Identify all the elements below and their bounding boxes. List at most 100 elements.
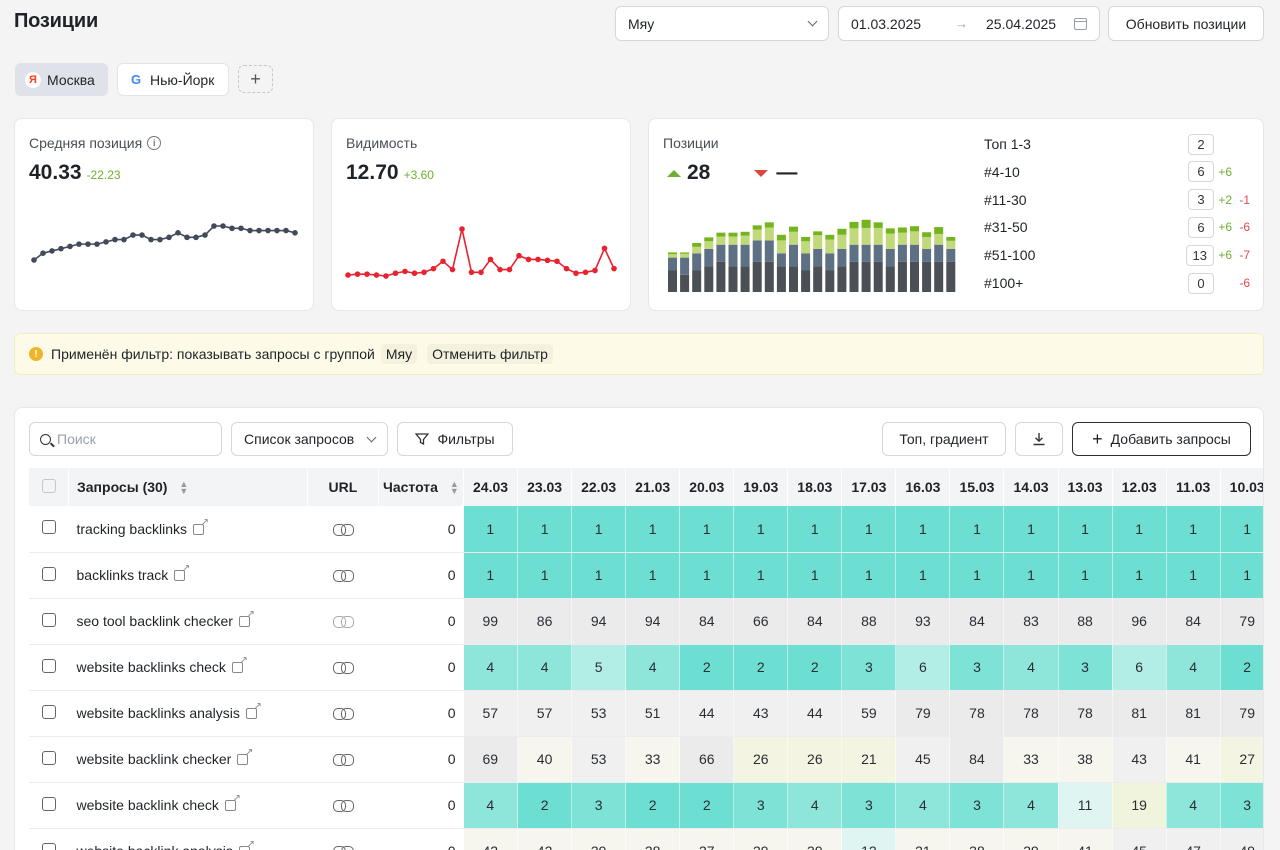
top-gradient-button[interactable]: Топ, градиент: [882, 422, 1006, 456]
info-icon[interactable]: i: [147, 136, 162, 150]
url-cell: [307, 598, 379, 645]
position-cell: 2: [787, 644, 843, 691]
row-checkbox[interactable]: [41, 658, 56, 673]
arrow-down-icon: [754, 169, 769, 177]
query-list-select[interactable]: Список запросов: [231, 422, 388, 456]
link-icon[interactable]: [332, 800, 354, 812]
position-range-count: 0: [1188, 272, 1214, 294]
position-range-count: 13: [1185, 244, 1214, 266]
query-text[interactable]: website backlinks check: [76, 659, 226, 675]
query-text[interactable]: website backlink analysis: [77, 843, 233, 850]
positions-bar-segment: [813, 235, 823, 249]
filter-group-tag: Мяу: [380, 344, 418, 364]
date-column-header[interactable]: 11.03: [1166, 468, 1221, 506]
link-icon[interactable]: [332, 523, 354, 536]
query-column-header[interactable]: Запросы (30) ▲ ▼: [68, 468, 309, 506]
date-column-header[interactable]: 17.03: [841, 468, 897, 506]
query-text[interactable]: website backlink checker: [76, 751, 232, 767]
visibility-point: [535, 256, 541, 263]
position-cell: 4: [625, 644, 681, 691]
region-tab-new-york[interactable]: G Нью-Йорк: [117, 63, 229, 96]
date-column-header[interactable]: 16.03: [895, 468, 951, 506]
row-checkbox[interactable]: [41, 796, 56, 811]
download-button[interactable]: [1015, 422, 1063, 456]
date-column-header[interactable]: 12.03: [1112, 468, 1167, 506]
cancel-filter-link[interactable]: Отменить фильтр: [427, 344, 553, 364]
region-tab-moscow[interactable]: Я Москва: [15, 63, 108, 96]
date-column-header[interactable]: 10.03: [1220, 468, 1263, 506]
external-link-icon[interactable]: [193, 517, 209, 535]
query-text[interactable]: website backlink check: [76, 797, 219, 813]
external-link-icon[interactable]: [224, 793, 241, 811]
frequency-column-label: Частота: [383, 478, 438, 495]
visibility-label: Видимость: [346, 135, 418, 151]
positions-bar-segment: [873, 227, 883, 245]
external-link-icon[interactable]: [245, 701, 262, 719]
link-icon[interactable]: [332, 708, 354, 720]
position-cell: 3: [1220, 782, 1263, 829]
positions-bar-segment: [752, 240, 762, 262]
position-cell: 37: [679, 828, 735, 850]
date-column-header[interactable]: 19.03: [733, 468, 789, 506]
row-checkbox[interactable]: [41, 842, 56, 850]
visibility-point: [364, 271, 370, 277]
date-column-header[interactable]: 14.03: [1003, 468, 1059, 506]
url-cell: [307, 690, 379, 737]
external-link-icon[interactable]: [231, 655, 248, 673]
date-column-header[interactable]: 24.03: [463, 468, 519, 506]
select-all-checkbox[interactable]: [41, 478, 56, 493]
frequency-cell: 0: [378, 552, 464, 599]
row-checkbox[interactable]: [41, 750, 56, 765]
positions-bar-segment: [776, 240, 786, 254]
positions-bar-segment: [849, 244, 859, 262]
link-icon[interactable]: [332, 846, 354, 850]
query-text[interactable]: tracking backlinks: [76, 520, 188, 537]
positions-bar-segment: [897, 232, 907, 245]
link-icon[interactable]: [332, 662, 354, 674]
row-checkbox[interactable]: [41, 520, 56, 535]
query-cell: website backlink check: [68, 782, 308, 829]
query-text[interactable]: website backlinks analysis: [76, 705, 240, 721]
date-column-header[interactable]: 21.03: [625, 468, 681, 506]
search-input[interactable]: Поиск: [29, 422, 222, 456]
position-cell: 78: [1003, 690, 1059, 737]
positions-bar-segment: [885, 266, 895, 292]
link-icon[interactable]: [332, 754, 354, 766]
row-checkbox[interactable]: [41, 612, 56, 627]
link-icon[interactable]: [332, 616, 354, 628]
date-column-header[interactable]: 18.03: [787, 468, 843, 506]
add-queries-button[interactable]: + Добавить запросы: [1072, 422, 1251, 456]
project-select[interactable]: Мяу: [615, 6, 829, 41]
positions-bar-segment: [680, 252, 690, 254]
row-checkbox[interactable]: [41, 566, 56, 581]
date-column-header[interactable]: 13.03: [1058, 468, 1113, 506]
query-text[interactable]: backlinks track: [76, 567, 169, 583]
position-cell: 42: [517, 828, 573, 850]
position-cell: 1: [679, 506, 735, 553]
positions-bar-segment: [873, 261, 883, 292]
frequency-column-header[interactable]: Частота ▲ ▼: [378, 468, 465, 506]
external-link-icon[interactable]: [238, 609, 255, 627]
positions-bar-segment: [837, 266, 847, 292]
url-cell: [307, 552, 379, 599]
row-checkbox[interactable]: [41, 704, 56, 719]
query-text[interactable]: seo tool backlink checker: [76, 613, 233, 629]
external-link-icon[interactable]: [238, 839, 255, 850]
date-column-header[interactable]: 22.03: [571, 468, 627, 506]
link-icon[interactable]: [332, 570, 354, 582]
positions-bar-segment: [668, 270, 677, 292]
avg-position-point: [211, 223, 217, 229]
filters-button[interactable]: Фильтры: [397, 422, 513, 456]
date-column-header[interactable]: 23.03: [517, 468, 573, 506]
update-positions-button[interactable]: Обновить позиции: [1108, 6, 1264, 41]
position-cell: 3: [949, 644, 1005, 691]
positions-bar-segment: [885, 249, 895, 267]
date-column-header[interactable]: 20.03: [679, 468, 735, 506]
positions-bar-segment: [910, 231, 919, 245]
external-link-icon[interactable]: [237, 747, 253, 765]
add-region-button[interactable]: +: [238, 65, 273, 93]
positions-bar-segment: [776, 234, 786, 241]
date-range-picker[interactable]: 01.03.2025 → 25.04.2025: [838, 6, 1100, 41]
external-link-icon[interactable]: [174, 563, 190, 581]
date-column-header[interactable]: 15.03: [949, 468, 1005, 506]
